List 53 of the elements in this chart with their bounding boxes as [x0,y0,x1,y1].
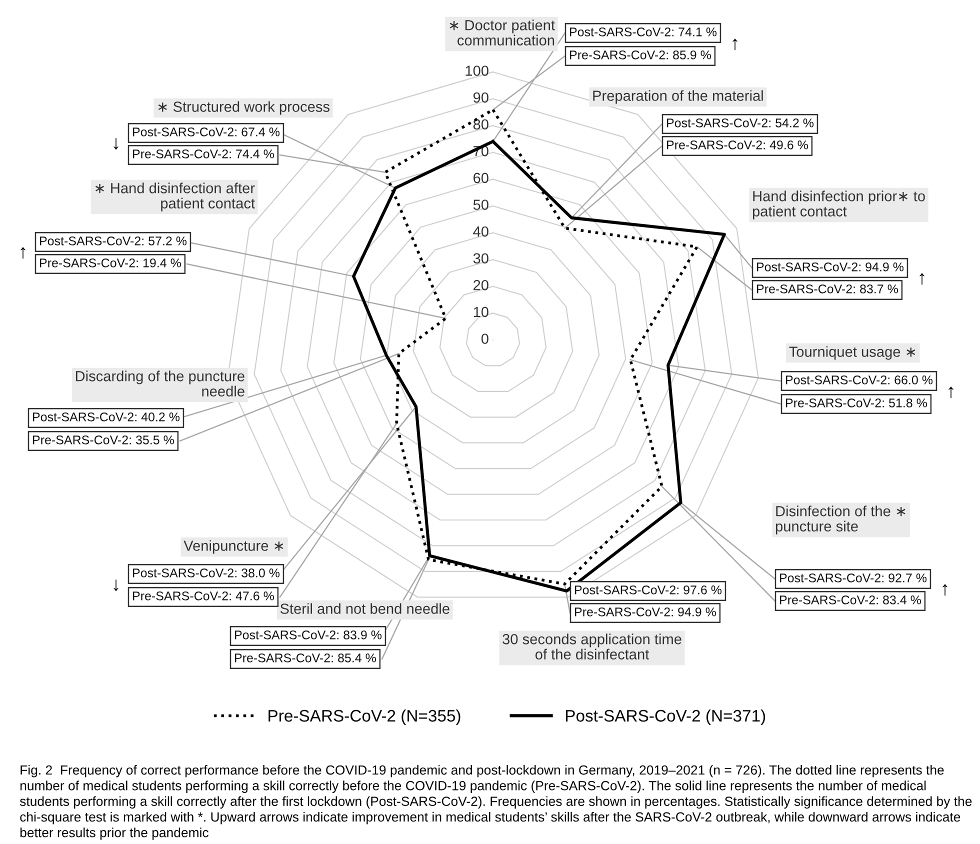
data-label: Post-SARS-CoV-2: 66.0 % [786,376,933,384]
data-label: Pre-SARS-CoV-2: 74.4 % [133,150,274,158]
y-tick-label: 80 [473,119,488,130]
text: ↑ [942,584,948,596]
spoke-label: ∗ Structured work process [158,101,330,115]
data-label: Pre-SARS-CoV-2: 83.7 % [757,284,898,294]
y-tick-label: 10 [474,306,488,318]
y-tick-label: 60 [474,172,488,184]
data-label: Post-SARS-CoV-2: 57.2 % [40,236,187,246]
spoke-label: Tourniquet usage ∗ [789,346,916,360]
spoke-label: Hand disinfection prior∗ to patient contact [752,190,925,220]
data-label: Post-SARS-CoV-2: 74.1 % [570,28,717,36]
text: ↓ [114,580,118,592]
y-tick-label: 100 [466,66,488,76]
spoke-label: 30 seconds application time of the disinfectant [502,634,682,660]
data-label: Pre-SARS-CoV-2: 85.4 % [235,654,376,662]
text: ↑ [920,273,924,285]
y-tick-label: 0 [481,334,488,344]
caption: Fig. 2 Frequency of correct performance before the COVID-19 pandemic and post-lockdown in Germany, 2019–2021 (n = 726). The dotted line represents the number of medical students performing a skill correctly before the COVID-19 pandemic (Pre-SARS-CoV-2). The solid line represents the number of medical students performing a skill correctly after the first lockdown (Post-SARS-CoV-2). Frequencies are shown in percentages. Statistically significance determined by the chi-square test is marked with *. Upward arrows indicate improvement in medical students’ skills after the SARS-CoV-2 outbreak, while downward arrows indicate better results prior the pandemic [20,765,972,840]
spoke-label: Steril and not bend needle [280,603,450,614]
y-tick-label: 20 [474,280,488,290]
data-label: Post-SARS-CoV-2: 83.9 % [235,630,382,640]
y-tick-label: 40 [473,226,488,237]
text: ↑ [948,386,954,398]
spoke-label: Preparation of the material [593,90,763,104]
data-label: Post-SARS-CoV-2: 40.2 % [33,412,180,422]
y-tick-label: 50 [473,200,488,210]
spoke-label: Venipuncture ∗ [184,540,284,554]
legend-label: Post-SARS-CoV-2 (N=371) [566,709,766,725]
legend-label: Pre-SARS-CoV-2 (N=355) [268,709,460,725]
data-label: Post-SARS-CoV-2: 97.6 % [575,586,722,594]
data-label: Pre-SARS-CoV-2: 35.5 % [33,436,174,444]
y-tick-label: 90 [473,92,488,103]
data-label: Pre-SARS-CoV-2: 85.9 % [570,50,711,60]
text: ↓ [114,138,118,150]
spoke-label: Discarding of the puncture needle [76,370,244,397]
data-label: Post-SARS-CoV-2: 94.9 % [757,262,904,272]
y-tick-label: 30 [473,253,488,264]
spoke-label: Disinfection of the ∗ puncture site [776,506,906,534]
text: ↑ [732,38,738,50]
data-label: Pre-SARS-CoV-2: 83.4 % [780,596,921,604]
data-label: Pre-SARS-CoV-2: 51.8 % [786,398,927,408]
data-label: Post-SARS-CoV-2: 92.7 % [780,574,927,582]
data-label: Pre-SARS-CoV-2: 49.6 % [667,140,808,150]
data-label: Pre-SARS-CoV-2: 19.4 % [40,258,181,268]
data-label: Post-SARS-CoV-2: 54.2 % [667,118,814,128]
spoke-label: ∗ Doctor patient communication [450,20,555,46]
data-label: Pre-SARS-CoV-2: 47.6 % [133,592,274,600]
data-label: Pre-SARS-CoV-2: 94.9 % [575,608,716,616]
data-label: Post-SARS-CoV-2: 38.0 % [133,568,280,578]
text: ↑ [20,247,26,259]
spoke-label: ∗ Hand disinfection after patient contact [95,182,255,212]
data-label: Post-SARS-CoV-2: 67.4 % [133,128,280,136]
